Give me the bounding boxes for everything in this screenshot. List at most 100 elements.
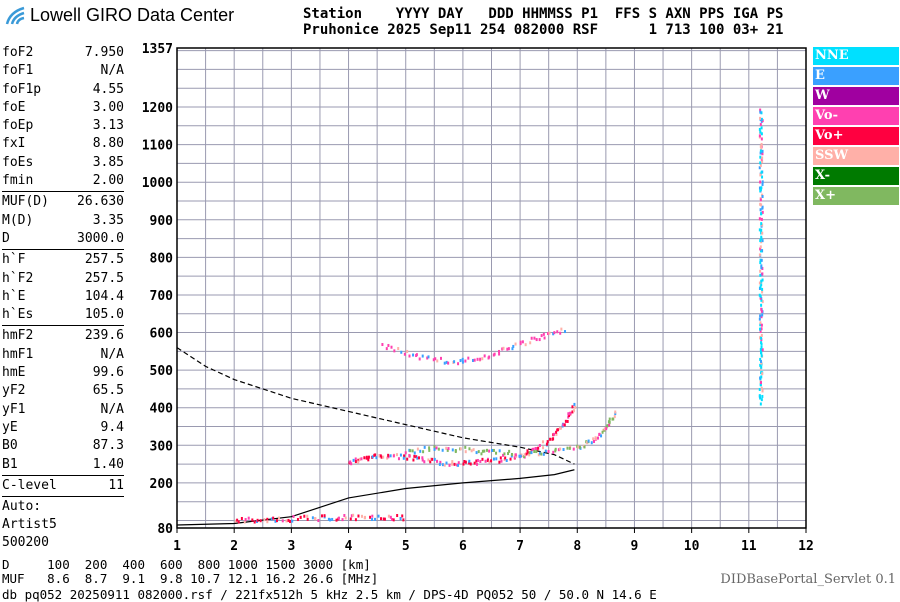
trace-point	[428, 446, 431, 450]
trace-point	[759, 357, 762, 361]
trace-point	[453, 360, 456, 364]
trace-point	[759, 321, 762, 325]
legend: NNE E W Vo- Vo+ SSW X- X+	[813, 47, 899, 207]
trace-point	[761, 239, 764, 243]
y-tick-label: 700	[150, 289, 174, 304]
param-value: 257.5	[84, 270, 124, 286]
trace-point	[383, 517, 386, 521]
trace-point	[760, 315, 763, 319]
trace-point	[608, 420, 611, 424]
trace-point	[481, 357, 484, 361]
trace-point	[554, 447, 557, 451]
trace-point	[358, 457, 361, 461]
trace-point	[761, 210, 764, 214]
trace-point	[374, 517, 377, 521]
trace-point	[758, 253, 761, 257]
trace-point	[418, 357, 421, 361]
param-b1: B1 1.40	[2, 456, 124, 474]
trace-point	[758, 317, 761, 321]
trace-point	[572, 409, 575, 413]
param-hme: hmE 99.6	[2, 364, 124, 382]
trace-point	[535, 338, 538, 342]
x-tick-label: 12	[798, 539, 814, 554]
trace-point	[553, 331, 556, 335]
trace-point	[568, 411, 571, 415]
trace-point	[382, 517, 385, 521]
trace-point	[461, 357, 464, 361]
param-label: foEs	[2, 154, 34, 170]
trace-point	[447, 447, 450, 451]
trace-point	[560, 327, 563, 331]
trace-point	[761, 394, 764, 398]
trace-point	[759, 144, 762, 148]
trace-point	[759, 161, 762, 165]
trace-point	[433, 445, 436, 449]
y-tick-label: 1200	[142, 101, 173, 116]
trace-point	[306, 514, 309, 518]
trace-point	[266, 517, 269, 521]
trace-point	[402, 518, 405, 522]
trace-point	[760, 231, 763, 235]
param-hf2: h`F2 257.5	[2, 270, 124, 288]
trace-point	[513, 455, 516, 459]
param-value: 105.0	[84, 307, 124, 323]
trace-point	[760, 117, 763, 121]
param-clevel: C-level 11	[2, 477, 124, 495]
trace-point	[760, 235, 763, 239]
trace-point	[556, 330, 559, 334]
trace-point	[759, 116, 762, 120]
param-fof1p: foF1p 4.55	[2, 81, 124, 99]
trace-point	[553, 432, 556, 436]
trace-point	[415, 353, 418, 357]
trace-point	[518, 454, 521, 458]
divider	[2, 249, 124, 251]
trace-point	[611, 417, 614, 421]
trace-point	[533, 450, 536, 454]
param-value: 239.6	[84, 328, 124, 344]
trace-point	[306, 517, 309, 521]
param-foes: foEs 3.85	[2, 154, 124, 172]
trace-point	[311, 516, 314, 520]
trace-point	[760, 398, 763, 402]
autoscaling-info: Auto: Artist5 500200	[2, 498, 124, 552]
param-label: hmF1	[2, 346, 34, 362]
trace-point	[507, 347, 510, 351]
trace-point	[759, 180, 762, 184]
legend-item: SSW	[813, 147, 899, 165]
divider	[2, 191, 124, 193]
trace-point	[759, 269, 762, 273]
legend-item: X-	[813, 167, 899, 185]
trace-point	[759, 348, 762, 352]
trace-point	[567, 415, 570, 419]
trace-point	[389, 515, 392, 519]
trace-point	[479, 357, 482, 361]
trace-point	[404, 451, 407, 455]
trace-point	[530, 336, 533, 340]
trace-point	[493, 352, 496, 356]
trace-point	[759, 249, 762, 253]
trace-point	[760, 365, 763, 369]
trace-point	[758, 228, 761, 232]
y-tick-label: 200	[150, 477, 174, 492]
trace-point	[397, 347, 400, 351]
trace-point	[413, 451, 416, 455]
muf-row: MUF 8.6 8.7 9.1 9.8 10.7 12.1 16.2 26.6 …	[2, 571, 379, 586]
trace-point	[533, 336, 536, 340]
trace-point	[535, 447, 538, 451]
trace-point	[758, 127, 761, 131]
trace-point	[387, 453, 390, 457]
trace-point	[459, 359, 462, 363]
trace-point	[491, 448, 494, 452]
trace-point	[526, 451, 529, 455]
trace-point	[426, 356, 429, 360]
trace-point	[352, 513, 355, 517]
trace-point	[760, 381, 763, 385]
param-label: C-level	[2, 477, 57, 493]
logo: Lowell GIRO Data Center	[4, 4, 234, 26]
trace-point	[401, 514, 404, 518]
trace-point	[503, 452, 506, 456]
profile-dashed-line	[176, 347, 575, 465]
trace-point	[605, 427, 608, 431]
trace-point	[270, 517, 273, 521]
trace-point	[613, 415, 616, 419]
